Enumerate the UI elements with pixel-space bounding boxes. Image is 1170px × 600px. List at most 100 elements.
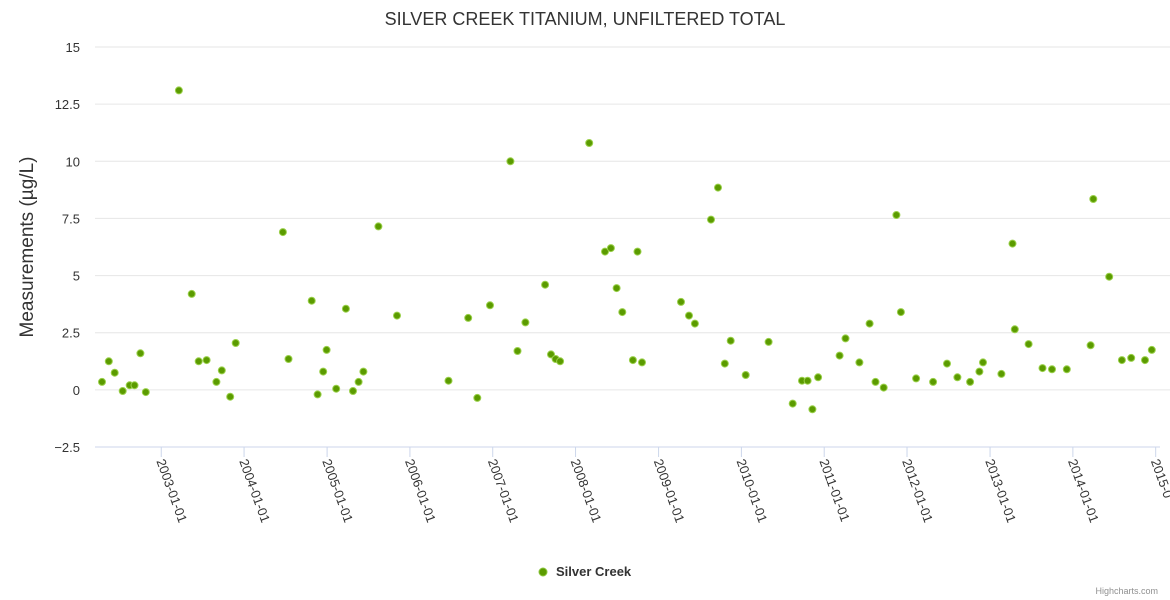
data-point[interactable] [714,183,722,192]
data-point[interactable] [707,215,715,224]
data-point[interactable] [855,358,864,367]
data-point[interactable] [1141,356,1149,365]
data-point[interactable] [1105,272,1114,281]
data-point[interactable] [104,357,113,366]
data-point[interactable] [506,157,515,166]
data-point[interactable] [313,390,322,399]
data-point[interactable] [1008,239,1017,248]
data-point[interactable] [194,357,203,366]
data-point[interactable] [871,377,880,386]
data-point[interactable] [1117,356,1126,365]
data-point[interactable] [332,384,341,393]
data-point[interactable] [1089,195,1098,203]
data-point[interactable] [808,405,817,414]
data-point[interactable] [444,376,453,385]
x-tick-label: 2014-01-01 [1065,457,1102,525]
data-point[interactable] [685,311,693,320]
data-point[interactable] [979,358,987,367]
data-point[interactable] [953,373,962,382]
data-point[interactable] [1062,365,1071,374]
data-point[interactable] [1038,364,1047,373]
data-point[interactable] [943,359,951,368]
data-point[interactable] [892,211,901,219]
data-point[interactable] [912,374,921,383]
data-point[interactable] [136,349,145,358]
data-point[interactable] [556,357,565,366]
data-point[interactable] [628,356,637,365]
data-point[interactable] [319,367,328,376]
data-point[interactable] [865,319,874,328]
data-point[interactable] [349,387,357,395]
data-point[interactable] [322,345,331,354]
data-point[interactable] [354,377,363,386]
data-point[interactable] [803,376,812,385]
x-tick-label: 2012-01-01 [899,457,936,525]
data-point[interactable] [118,387,127,395]
data-point[interactable] [174,86,183,95]
data-point[interactable] [98,377,106,386]
data-point[interactable] [764,337,773,346]
data-point[interactable] [284,355,293,363]
data-point[interactable] [1024,340,1033,349]
data-point[interactable] [212,377,221,386]
data-point[interactable] [187,289,196,298]
chart-title: SILVER CREEK TITANIUM, UNFILTERED TOTAL [385,9,786,29]
data-point[interactable] [841,334,850,343]
data-point[interactable] [231,339,240,347]
data-point[interactable] [1048,365,1056,374]
data-point[interactable] [618,308,627,317]
data-point[interactable] [110,368,119,377]
data-point[interactable] [638,358,646,367]
data-point[interactable] [997,369,1006,378]
y-tick-label: 7.5 [62,211,80,226]
credits-link[interactable]: Highcharts.com [1095,586,1158,596]
data-point[interactable] [217,366,226,375]
data-point[interactable] [202,356,211,365]
data-point[interactable] [690,319,699,328]
data-point[interactable] [393,311,401,320]
data-point[interactable] [1127,353,1136,362]
data-point[interactable] [473,393,482,402]
data-point[interactable] [975,367,984,376]
y-axis-ticks: −2.5 0 2.5 5 7.5 10 12.5 15 [54,40,80,455]
data-point[interactable] [1086,341,1095,350]
data-point[interactable] [879,383,888,392]
data-point[interactable] [1010,325,1019,334]
data-point[interactable] [521,318,530,327]
legend-marker[interactable] [538,567,548,577]
data-point[interactable] [720,359,729,368]
legend-item-silver-creek[interactable]: Silver Creek [556,564,632,579]
data-point[interactable] [612,284,621,293]
data-point[interactable] [226,392,235,401]
data-point[interactable] [966,377,975,386]
x-axis-ticks: 2003-01-01 2004-01-01 2005-01-01 2006-01-01… [153,447,1170,525]
data-point[interactable] [307,296,316,305]
data-point[interactable] [633,247,642,256]
data-point[interactable] [278,228,287,237]
data-point[interactable] [541,280,550,289]
data-point[interactable] [726,336,735,345]
data-point[interactable] [464,313,473,322]
data-point[interactable] [486,301,494,310]
data-point[interactable] [341,304,350,313]
y-tick-label: 10 [66,154,80,169]
data-point[interactable] [788,399,797,408]
data-point[interactable] [606,244,615,253]
data-point[interactable] [141,388,150,397]
series-silver-creek[interactable] [98,86,1156,414]
data-point[interactable] [1147,345,1156,354]
legend[interactable]: Silver Creek [538,564,632,579]
data-point[interactable] [374,222,383,231]
data-point[interactable] [359,367,368,376]
data-point[interactable] [741,371,750,379]
data-point[interactable] [814,373,823,382]
data-point[interactable] [896,308,905,317]
data-point[interactable] [130,381,139,390]
data-point[interactable] [601,247,609,256]
data-point[interactable] [929,377,938,386]
data-point[interactable] [677,297,685,306]
data-point[interactable] [835,351,844,360]
data-point[interactable] [585,139,594,147]
data-point[interactable] [547,350,555,359]
data-point[interactable] [513,347,522,355]
